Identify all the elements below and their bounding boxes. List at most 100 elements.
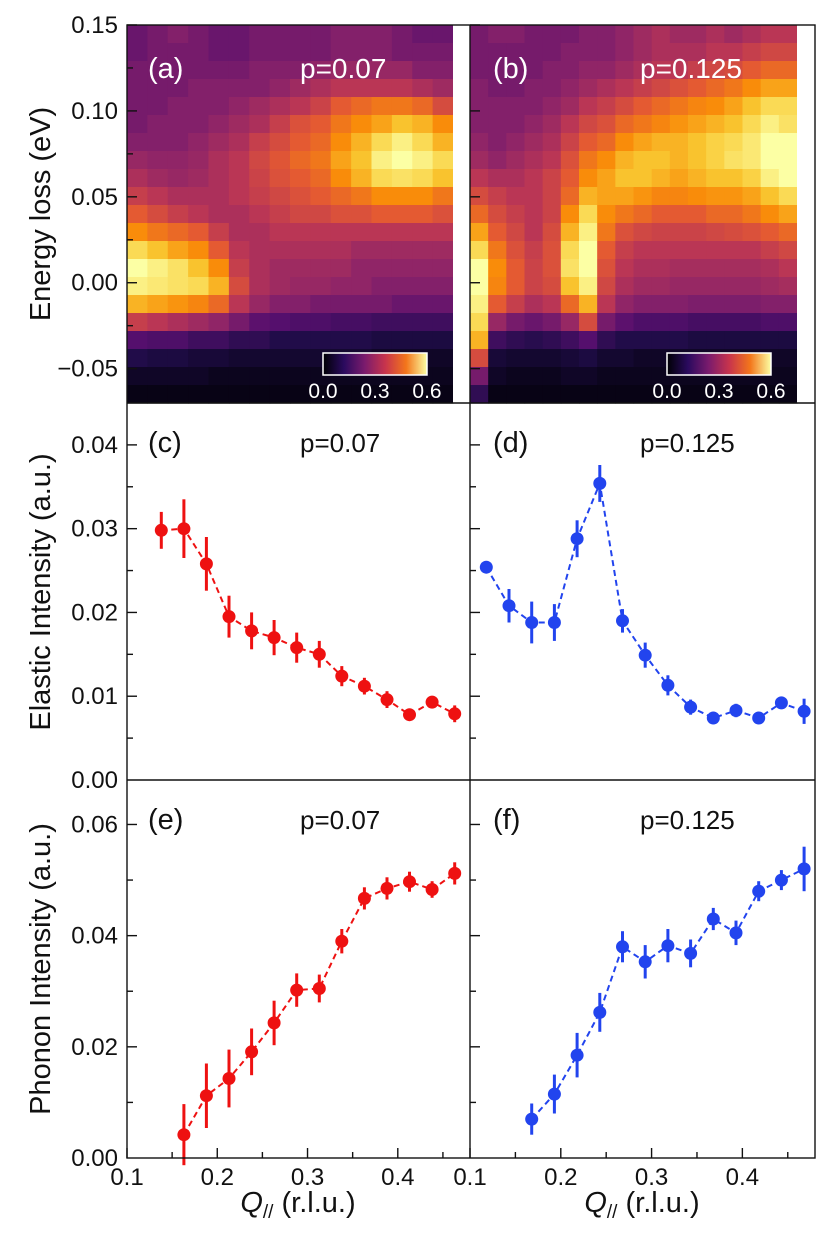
heatmap-b-cell-16-4 [542,313,562,332]
heatmap-b-cell-12-3 [524,241,544,260]
heatmap-b-cell-9-11 [669,187,689,206]
heatmap-b-cell-11-14 [724,223,744,242]
heatmap-b-cell-15-13 [706,295,725,314]
heatmap-b-cell-6-6 [579,133,598,152]
heatmap-b-cell-16-11 [669,313,689,332]
heatmap-a-cell-14-14 [412,277,434,296]
scatter-d-point-10 [706,711,720,725]
heatmap-b-cell-12-10 [651,241,671,260]
heatmap-a-cell-7-3 [188,151,210,170]
heatmap-b-cell-8-3 [524,169,544,188]
heatmap-b-cell-11-5 [560,223,580,242]
heatmap-b-cell-11-17 [778,223,798,242]
colorbar-a: 0.0 0.3 0.6 [308,352,442,403]
heatmap-a-cell-17-9 [310,331,332,350]
heatmap-a-cell-1-3 [188,43,210,62]
heatmap-a-cell-17-13 [391,331,413,350]
heatmap-b-cell-15-6 [579,295,598,314]
heatmap-b-cell-17-14 [724,331,744,350]
heatmap-a-cell-7-7 [269,151,291,170]
heatmap-b-cell-5-0 [470,115,489,134]
heatmap-a-cell-3-3 [188,79,210,98]
heatmap-a-cell-7-11 [351,151,373,170]
heatmap-b-cell-10-9 [633,205,653,224]
xlabel-right-unit: (r.l.u.) [617,1187,699,1219]
heatmap-b-cell-8-10 [651,169,671,188]
heatmap-a-cell-0-15 [432,25,454,44]
heatmap-a-cell-13-15 [432,259,454,278]
heatmap-a-cell-16-3 [188,313,210,332]
heatmap-b-cell-15-9 [633,295,653,314]
heatmap-b-cell-9-10 [651,187,671,206]
colorbar-a-tick-1: 0.3 [360,380,389,403]
heatmap-b-cell-11-0 [470,223,489,242]
heatmap-a-cell-9-9 [310,187,332,206]
heatmap-b-cell-18-0 [470,349,489,368]
heatmap-a-cell-0-6 [249,25,271,44]
heatmap-b-cell-17-15 [742,331,762,350]
heatmap-a-cell-14-7 [269,277,291,296]
heatmap-b-cell-4-7 [597,97,616,116]
heatmap-b-cell-19-9 [633,367,653,386]
heatmap-a-cell-12-14 [412,241,434,260]
heatmap-b-cell-2-15 [742,61,762,80]
heatmap-a-cell-15-0 [127,295,148,314]
heatmap-b-cell-4-9 [633,97,653,116]
heatmap-a-cell-11-3 [188,223,210,242]
scatter-d-point-9 [684,700,698,714]
heatmap-b-cell-8-11 [669,169,689,188]
heatmap-a-cell-8-13 [391,169,413,188]
heatmap-b-cell-9-5 [560,187,580,206]
heatmap-b-cell-6-9 [633,133,653,152]
heatmap-b-cell-19-10 [651,367,671,386]
heatmap-b-cell-0-2 [506,25,526,44]
scatter-c-point-1 [177,522,191,536]
heatmap-b-cell-10-5 [560,205,580,224]
heatmap-b-cell-17-8 [615,331,635,350]
heatmap-a-cell-10-2 [167,205,189,224]
heatmap-b-cell-17-12 [688,331,707,350]
heatmap-a-cell-8-10 [330,169,352,188]
heatmap-a-cell-8-15 [432,169,454,188]
heatmap-a-cell-20-15 [432,385,454,404]
heatmap-b-cell-0-1 [488,25,507,44]
heatmap-a-cell-13-11 [351,259,373,278]
heatmap-a-cell-2-7 [269,61,291,80]
heatmap-a-cell-10-8 [290,205,311,224]
heatmap-a-cell-18-5 [228,349,250,368]
heatmap-a-cell-9-15 [432,187,454,206]
heatmap-b-cell-14-2 [506,277,526,296]
heatmap-b-cell-10-8 [615,205,635,224]
heatmap-b-cell-19-2 [506,367,526,386]
heatmap-a-cell-11-6 [249,223,271,242]
heatmap-a-cell-9-2 [167,187,189,206]
heatmap-a-cell-7-9 [310,151,332,170]
heatmap-b-cell-11-11 [669,223,689,242]
heatmap-a-cell-13-12 [371,259,393,278]
heatmap-a-cell-5-12 [371,115,393,134]
heatmap-b-cell-20-1 [488,385,507,404]
heatmap-a-cell-8-0 [127,169,148,188]
heatmap-a-cell-17-15 [432,331,454,350]
scatter-d-point-5 [593,476,607,490]
heatmap-b-cell-8-6 [579,169,598,188]
heatmap-b-cell-14-15 [742,277,762,296]
heatmap-b-cell-15-12 [688,295,707,314]
heatmap-b-cell-2-12 [688,61,707,80]
heatmap-a-cell-16-1 [147,313,169,332]
scatter-e-point-4 [267,1016,281,1030]
heatmap-a-cell-0-4 [208,25,230,44]
heatmap-a-cell-20-8 [290,385,311,404]
heatmap-b-cell-18-3 [524,349,544,368]
heatmap-b-cell-4-1 [488,97,507,116]
heatmap-b-cell-3-14 [724,79,744,98]
heatmap-a-cell-4-10 [330,97,352,116]
tick-label-elastic-3: 0.03 [71,516,118,543]
heatmap-b-cell-18-7 [597,349,616,368]
heatmap-b-cell-20-10 [651,385,671,404]
heatmap-b-cell-0-3 [524,25,544,44]
heatmap-a-cell-17-3 [188,331,210,350]
heatmap-b-cell-4-5 [560,97,580,116]
scatter-f-point-3 [593,1005,607,1019]
heatmap-b-cell-7-15 [742,151,762,170]
